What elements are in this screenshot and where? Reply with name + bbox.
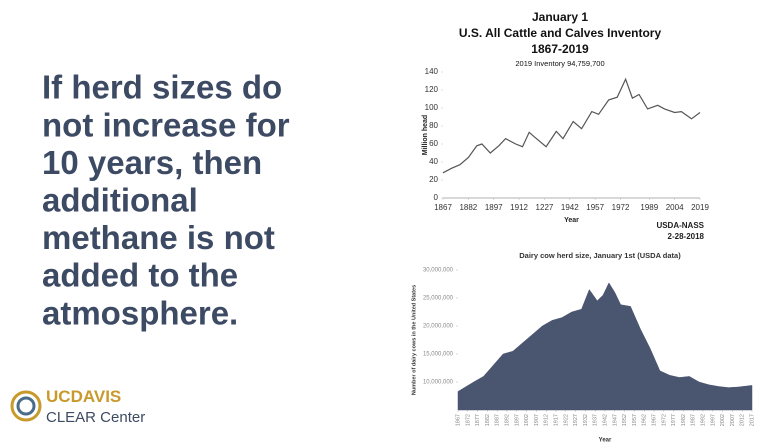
x-tick-label: 1912 — [544, 414, 550, 426]
x-tick-label: 1957 — [632, 414, 638, 426]
y-tick-label: 0 — [434, 193, 439, 202]
source-note: 2-28-2018 — [668, 232, 705, 241]
x-tick-label: 1932 — [583, 414, 589, 426]
x-tick-label: 1987 — [691, 414, 697, 426]
x-tick-label: 1902 — [524, 414, 530, 426]
x-tick-label: 2004 — [666, 203, 684, 212]
x-tick-label: 1967 — [651, 414, 657, 426]
y-tick-label: 10,000,000 — [423, 380, 454, 386]
x-axis-label: Year — [564, 217, 579, 224]
chart-title: Dairy cow herd size, January 1st (USDA d… — [519, 251, 681, 260]
y-axis-label: Number of dairy cows in the United State… — [411, 285, 417, 395]
chart-subtitle: 2019 Inventory 94,759,700 — [515, 59, 604, 68]
x-tick-label: 1962 — [642, 414, 648, 426]
x-tick-label: 1972 — [661, 414, 667, 426]
x-tick-label: 1942 — [561, 203, 579, 212]
logo: UCDAVIS CLEAR Center — [10, 387, 145, 426]
x-tick-label: 1982 — [681, 414, 687, 426]
x-tick-label: 1912 — [510, 203, 528, 212]
x-tick-label: 1897 — [485, 203, 503, 212]
y-tick-label: 20,000,000 — [423, 324, 454, 330]
x-tick-label: 1882 — [485, 414, 491, 426]
x-tick-label: 1989 — [640, 203, 658, 212]
x-tick-label: 1917 — [553, 414, 559, 426]
x-tick-label: 2019 — [691, 203, 709, 212]
area-series — [457, 282, 753, 411]
x-tick-label: 1992 — [700, 414, 706, 426]
source-note: USDA-NASS — [656, 221, 704, 230]
heading-line: methane is not — [42, 219, 275, 256]
y-tick-label: 40 — [429, 157, 438, 166]
y-tick-label: 60 — [429, 139, 438, 148]
x-tick-label: 1922 — [563, 414, 569, 426]
y-tick-label: 30,000,000 — [423, 268, 454, 274]
heading-line: atmosphere. — [42, 294, 238, 331]
heading-line: added to the — [42, 257, 238, 294]
x-tick-label: 1887 — [495, 414, 501, 426]
logo-center: CLEAR Center — [46, 409, 145, 426]
x-tick-label: 1867 — [455, 414, 461, 426]
x-tick-label: 1877 — [475, 414, 481, 426]
x-tick-label: 1872 — [465, 414, 471, 426]
logo-ring-inner — [16, 396, 36, 416]
line-series — [442, 77, 701, 174]
heading-line: 10 years, then — [42, 144, 262, 181]
x-tick-label: 1227 — [536, 203, 554, 212]
heading-line: If herd sizes do — [42, 69, 282, 106]
x-axis-label: Year — [599, 438, 612, 444]
x-tick-label: 1942 — [602, 414, 608, 426]
y-tick-label: 25,000,000 — [423, 296, 454, 302]
x-tick-label: 2012 — [740, 414, 746, 426]
x-tick-label: 1947 — [612, 414, 618, 426]
x-tick-label: 2002 — [720, 414, 726, 426]
x-tick-label: 1977 — [671, 414, 677, 426]
logo-wordmark: UCDAVIS — [46, 387, 121, 406]
heading-line: additional — [42, 182, 198, 219]
logo-uc: UC — [46, 387, 71, 406]
x-tick-label: 1997 — [710, 414, 716, 426]
x-tick-label: 1867 — [434, 203, 452, 212]
logo-ring — [10, 390, 42, 422]
chart-title: January 1 — [532, 10, 588, 24]
x-tick-label: 1897 — [514, 414, 520, 426]
x-tick-label: 1907 — [534, 414, 540, 426]
logo-davis: DAVIS — [71, 387, 122, 406]
y-tick-label: 15,000,000 — [423, 352, 454, 358]
x-tick-label: 1972 — [612, 203, 630, 212]
y-tick-label: 20 — [429, 175, 438, 184]
x-tick-label: 2007 — [730, 414, 736, 426]
heading-line: not increase for — [42, 106, 290, 143]
chart-title: U.S. All Cattle and Calves Inventory — [459, 26, 662, 40]
x-tick-label: 1882 — [459, 203, 477, 212]
y-tick-label: 80 — [429, 121, 438, 130]
x-tick-label: 1937 — [593, 414, 599, 426]
x-tick-label: 1952 — [622, 414, 628, 426]
x-tick-label: 1927 — [573, 414, 579, 426]
y-tick-label: 140 — [425, 67, 439, 76]
chart-title: 1867-2019 — [531, 42, 589, 56]
y-axis-label: Million head — [422, 115, 429, 155]
y-tick-label: 100 — [425, 103, 439, 112]
x-tick-label: 2017 — [749, 414, 755, 426]
y-tick-label: 120 — [425, 85, 439, 94]
x-tick-label: 1892 — [504, 414, 510, 426]
x-tick-label: 1957 — [586, 203, 604, 212]
